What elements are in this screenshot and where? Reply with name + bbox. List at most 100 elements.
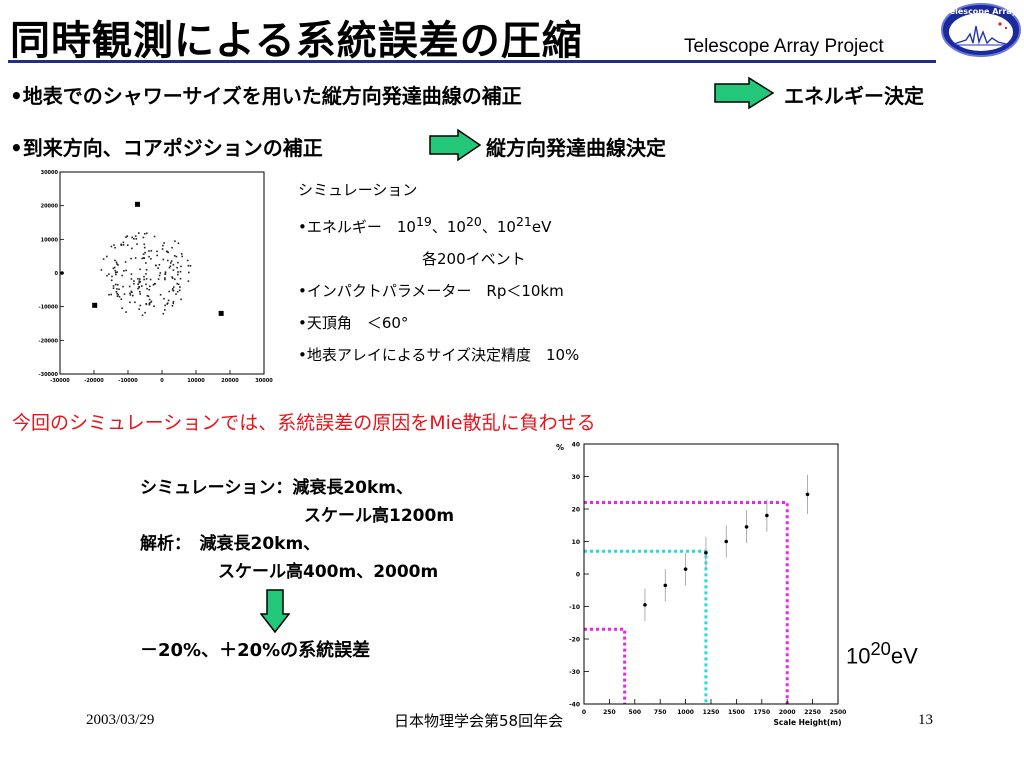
- x-tick-label: 1250: [703, 709, 720, 716]
- core-point: [139, 290, 141, 293]
- core-point: [134, 301, 136, 304]
- core-point: [171, 276, 173, 278]
- core-point: [145, 273, 147, 275]
- core-point: [130, 278, 133, 280]
- core-point: [139, 293, 141, 295]
- core-point: [141, 285, 143, 287]
- core-point: [164, 309, 166, 311]
- scatter-y-tick-label: 30000: [41, 170, 59, 176]
- core-point: [155, 264, 157, 267]
- core-point: [141, 314, 144, 317]
- data-point: [805, 492, 810, 497]
- core-point: [173, 255, 176, 257]
- core-point: [110, 245, 113, 248]
- y-axis-label: %: [556, 443, 564, 452]
- core-point: [145, 269, 148, 271]
- core-point: [176, 290, 179, 293]
- core-point: [114, 269, 117, 272]
- y-tick-label: -10: [569, 604, 580, 611]
- x-tick-label: 500: [629, 709, 642, 716]
- core-point: [162, 258, 165, 261]
- core-point: [150, 250, 153, 252]
- core-point: [120, 298, 123, 300]
- core-point: [125, 269, 127, 272]
- impact-parameter: •インパクトパラメーター Rp＜10km: [298, 282, 564, 300]
- core-point: [144, 311, 146, 314]
- core-point: [177, 283, 180, 286]
- x-tick-label: 1000: [677, 709, 694, 716]
- core-point: [176, 282, 178, 285]
- core-point: [170, 260, 173, 262]
- logo-text: Telescope Array: [945, 7, 1017, 16]
- core-point: [120, 243, 122, 246]
- core-point: [134, 235, 137, 237]
- core-point: [142, 257, 145, 259]
- core-point: [170, 262, 172, 264]
- scatter-x-tick-label: -20000: [84, 378, 104, 384]
- core-point: [174, 278, 176, 281]
- core-point: [180, 253, 183, 255]
- simulation-conditions: シミュレーション •エネルギー 1019、1020、1021eV 各200イベン…: [298, 174, 579, 371]
- core-point: [162, 244, 164, 247]
- core-point: [162, 312, 165, 315]
- data-point: [683, 567, 688, 571]
- core-point: [164, 273, 167, 275]
- scatter-x-tick-label: -30000: [50, 378, 70, 384]
- core-point: [179, 270, 182, 273]
- core-point: [116, 263, 118, 265]
- core-point: [106, 274, 108, 277]
- core-point: [112, 285, 115, 287]
- core-point: [110, 293, 112, 296]
- core-point: [138, 232, 140, 234]
- core-point: [143, 275, 145, 278]
- core-point: [168, 290, 170, 293]
- core-point: [114, 246, 116, 249]
- core-point: [166, 302, 169, 304]
- core-point: [132, 294, 134, 297]
- core-point: [172, 300, 175, 303]
- y-tick-label: 40: [572, 442, 580, 449]
- x-tick-label: 2500: [830, 709, 847, 716]
- bullet-profile-determination: 縦方向発達曲線決定: [486, 136, 666, 160]
- core-point: [187, 280, 190, 282]
- scatter-x-tick-label: 10000: [187, 378, 205, 384]
- page-number: 13: [918, 712, 933, 728]
- cond-sim-attenuation: シミュレーション：減衰長20km、: [140, 478, 413, 498]
- x-tick-label: 2000: [779, 709, 796, 716]
- core-point: [131, 291, 133, 294]
- core-point: [159, 294, 162, 296]
- core-point: [161, 248, 164, 250]
- core-point: [148, 303, 151, 305]
- axis-marker: [60, 271, 64, 275]
- core-point: [147, 295, 150, 298]
- core-point: [115, 261, 118, 264]
- core-point: [156, 254, 158, 257]
- core-point: [114, 271, 117, 274]
- core-point: [167, 259, 169, 262]
- y-tick-label: 30: [572, 474, 580, 481]
- mie-scattering-statement: 今回のシミュレーションでは、系統誤差の原因をMie散乱に負わせる: [12, 412, 596, 434]
- core-point: [180, 265, 182, 268]
- data-point: [765, 513, 769, 518]
- core-point: [125, 236, 127, 238]
- size-accuracy: •地表アレイによるサイズ決定精度 10%: [298, 346, 580, 364]
- title-underline: [8, 60, 936, 63]
- core-point: [179, 277, 182, 280]
- core-point: [116, 288, 118, 290]
- core-point: [171, 246, 173, 249]
- cond-analysis-scale-height: スケール高400m、2000m: [218, 562, 439, 582]
- core-point: [146, 287, 148, 290]
- slide-title: 同時観測による系統誤差の圧縮: [10, 18, 583, 64]
- core-point: [188, 271, 190, 274]
- core-point: [112, 287, 115, 289]
- core-point: [168, 266, 171, 269]
- core-point: [114, 283, 117, 286]
- core-point: [145, 303, 147, 305]
- cond-sim-scale-height: スケール高1200m: [304, 506, 455, 526]
- bullet-energy-determination: エネルギー決定: [784, 84, 924, 108]
- core-point: [176, 266, 178, 269]
- core-point: [181, 255, 183, 258]
- telescope-array-logo: Telescope Array: [941, 3, 1021, 57]
- core-point: [177, 271, 179, 273]
- core-point: [159, 272, 162, 274]
